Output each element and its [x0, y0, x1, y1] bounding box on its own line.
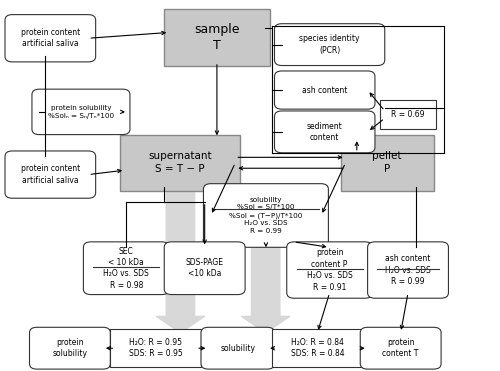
Text: solubility: solubility [220, 344, 256, 353]
FancyBboxPatch shape [360, 327, 441, 369]
FancyArrow shape [242, 189, 290, 333]
FancyBboxPatch shape [164, 242, 245, 295]
Text: protein content
artificial saliva: protein content artificial saliva [20, 164, 80, 185]
Text: protein solubility
%Solₙ = Sₙ/Tₙ*100: protein solubility %Solₙ = Sₙ/Tₙ*100 [48, 105, 114, 119]
FancyArrow shape [156, 187, 204, 333]
FancyBboxPatch shape [164, 9, 270, 66]
Text: SEC
< 10 kDa
H₂O vs. SDS
R = 0.98: SEC < 10 kDa H₂O vs. SDS R = 0.98 [104, 247, 149, 290]
FancyBboxPatch shape [274, 71, 375, 109]
Text: species identity
(PCR): species identity (PCR) [300, 35, 360, 55]
FancyBboxPatch shape [274, 24, 384, 66]
FancyBboxPatch shape [380, 100, 436, 129]
FancyBboxPatch shape [340, 135, 434, 191]
FancyBboxPatch shape [272, 329, 362, 367]
Text: supernatant
S = T − P: supernatant S = T − P [148, 151, 212, 174]
Text: protein
content P
H₂O vs. SDS
R = 0.91: protein content P H₂O vs. SDS R = 0.91 [307, 248, 352, 292]
Text: solubility
%Sol = S/T*100
%Sol = (T−P)/T*100
H₂O vs. SDS
R = 0.99: solubility %Sol = S/T*100 %Sol = (T−P)/T… [229, 197, 302, 234]
FancyBboxPatch shape [274, 111, 375, 153]
FancyBboxPatch shape [201, 327, 274, 369]
FancyBboxPatch shape [287, 242, 372, 298]
Text: SDS-PAGE
<10 kDa: SDS-PAGE <10 kDa [186, 258, 224, 279]
Text: protein content
artificial saliva: protein content artificial saliva [20, 28, 80, 49]
FancyBboxPatch shape [110, 329, 201, 367]
FancyBboxPatch shape [5, 14, 96, 62]
FancyBboxPatch shape [32, 89, 130, 135]
Text: ash content
H₂O vs. SDS
R = 0.99: ash content H₂O vs. SDS R = 0.99 [385, 254, 431, 286]
Text: protein
solubility: protein solubility [52, 338, 88, 358]
Text: sample
T: sample T [194, 23, 240, 52]
FancyBboxPatch shape [120, 135, 240, 191]
Text: ash content: ash content [302, 86, 348, 95]
Text: H₂O: R = 0.95
SDS: R = 0.95: H₂O: R = 0.95 SDS: R = 0.95 [129, 338, 182, 358]
Text: sediment
content: sediment content [307, 122, 342, 142]
FancyBboxPatch shape [84, 242, 169, 295]
FancyBboxPatch shape [30, 327, 110, 369]
Text: H₂O: R = 0.84
SDS: R = 0.84: H₂O: R = 0.84 SDS: R = 0.84 [290, 338, 344, 358]
FancyBboxPatch shape [5, 151, 96, 198]
FancyBboxPatch shape [368, 242, 448, 298]
Text: pellet
P: pellet P [372, 151, 402, 174]
Text: protein
content T: protein content T [382, 338, 419, 358]
FancyBboxPatch shape [204, 184, 328, 247]
Text: R = 0.69: R = 0.69 [392, 110, 425, 119]
